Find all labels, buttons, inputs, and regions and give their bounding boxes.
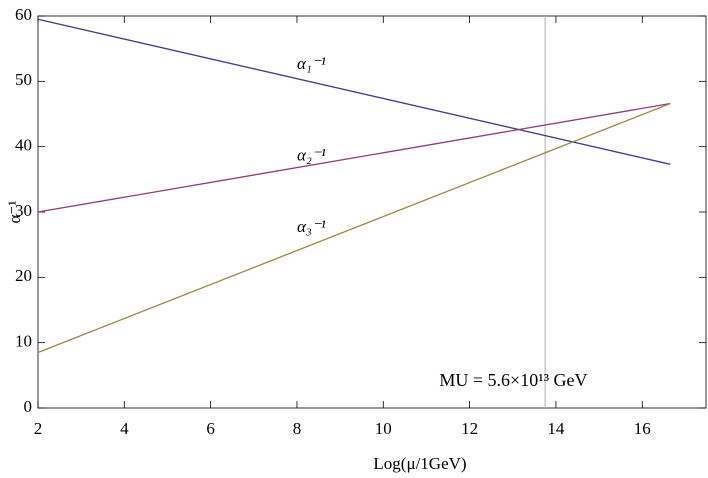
x-tick-label: 6	[206, 419, 215, 438]
series-line	[37, 102, 671, 213]
series-label: α₂⁻¹	[297, 145, 326, 164]
x-tick-label: 12	[461, 419, 478, 438]
y-tick-label: 30	[15, 201, 32, 220]
plot-frame	[37, 15, 707, 409]
y-tick-label: 60	[15, 5, 32, 24]
x-axis-label: Log(μ/1GeV)	[373, 454, 466, 473]
series-line	[37, 18, 671, 165]
series-label: α₁⁻¹	[297, 54, 326, 73]
annotation: MU = 5.6×10¹³ GeV	[439, 370, 587, 390]
y-tick-label: 10	[15, 332, 32, 351]
y-tick-label: 50	[15, 70, 32, 89]
x-tick-label: 4	[120, 419, 129, 438]
y-tick-label: 40	[15, 136, 32, 155]
x-tick-label: 2	[34, 419, 43, 438]
x-tick-label: 8	[293, 419, 302, 438]
x-tick-label: 10	[375, 419, 392, 438]
x-tick-label: 14	[547, 419, 565, 438]
series-line	[37, 102, 671, 354]
y-axis-label: α⁻¹	[5, 201, 24, 224]
y-tick-label: 0	[24, 397, 33, 416]
x-tick-label: 16	[634, 419, 651, 438]
y-tick-label: 20	[15, 266, 32, 285]
series-label: α₃⁻¹	[297, 217, 326, 236]
